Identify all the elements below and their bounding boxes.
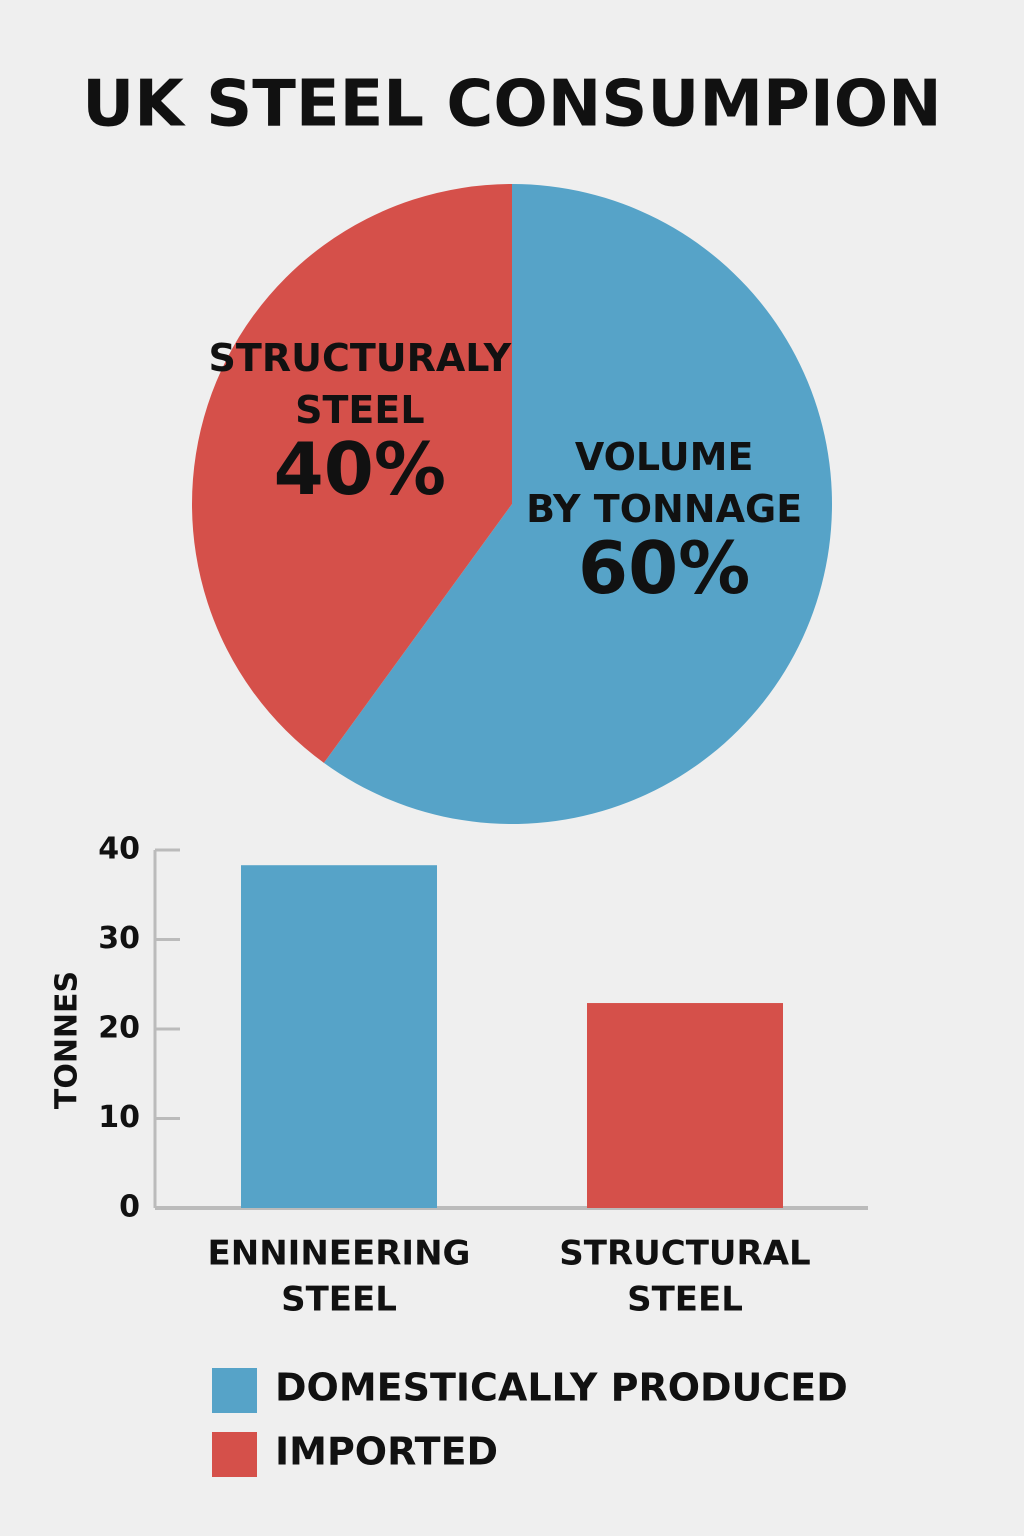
y-tick-label: 40	[98, 832, 140, 867]
bar	[241, 865, 437, 1208]
y-tick-label: 10	[98, 1100, 140, 1135]
x-tick-label: STEEL	[281, 1280, 397, 1320]
chart-title: UK STEEL CONSUMPION	[82, 68, 941, 142]
slice-label: STRUCTURALY	[209, 336, 512, 380]
pie-slice	[192, 184, 512, 763]
slice-value-label: 60%	[578, 526, 750, 610]
slice-label: BY TONNAGE	[526, 487, 802, 531]
slice-label: STEEL	[295, 388, 424, 432]
x-tick-label: STRUCTURAL	[559, 1234, 810, 1274]
legend-swatch	[212, 1368, 257, 1413]
bar	[587, 1003, 783, 1208]
legend-label: IMPORTED	[275, 1430, 498, 1474]
x-tick-label: ENNINEERING	[208, 1234, 471, 1274]
legend-swatch	[212, 1432, 257, 1477]
x-tick-label: STEEL	[627, 1280, 743, 1320]
slice-value-label: 40%	[274, 427, 446, 511]
pie-slice	[323, 184, 832, 824]
y-tick-label: 20	[98, 1011, 140, 1046]
y-tick-label: 0	[119, 1190, 140, 1225]
y-axis-label: TONNES	[50, 971, 85, 1109]
y-tick-label: 30	[98, 921, 140, 956]
slice-label: VOLUME	[575, 435, 754, 479]
legend-label: DOMESTICALLY PRODUCED	[275, 1366, 848, 1410]
